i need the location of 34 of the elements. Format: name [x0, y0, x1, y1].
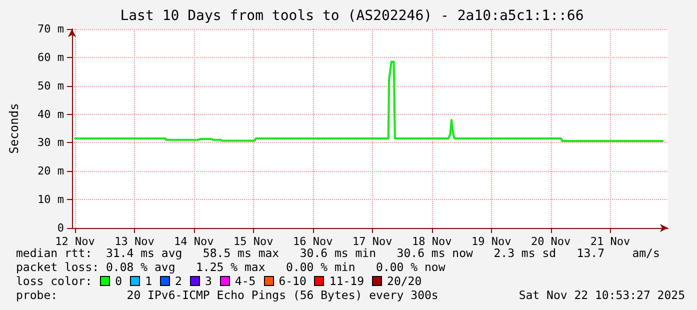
y-tick-label: 70 m [38, 22, 64, 36]
text: 0 [115, 274, 122, 288]
y-tick-label: 60 m [38, 50, 64, 64]
y-tick-label: 20 m [38, 164, 64, 178]
text: 4-5 [234, 274, 256, 288]
y-axis-title: Seconds [7, 103, 21, 154]
x-tick-label: 15 Nov [234, 235, 274, 248]
text: loss color: [16, 274, 92, 288]
x-tick-label: 14 Nov [174, 235, 214, 248]
text: 2 [175, 274, 182, 288]
text: 6-10 [278, 274, 306, 288]
text: 20/20 [387, 274, 422, 288]
chart-title: Last 10 Days from tools to (AS202246) - 2a10:a5c1:1::66 [120, 8, 584, 24]
text: 1 [145, 274, 152, 288]
x-tick-label: 19 Nov [471, 235, 512, 248]
y-tick-label: 30 m [38, 136, 64, 150]
text: 3 [204, 274, 212, 288]
x-tick-label: 18 Nov [412, 235, 452, 248]
text: 11-19 [329, 274, 364, 288]
y-tick-label: 0 [57, 222, 64, 234]
x-tick-label: 20 Nov [530, 235, 572, 248]
y-tick-label: 50 m [38, 79, 64, 92]
text: packet loss: 0.08 % avg 1.25 % max 0.00 % min 0.00 % now [16, 260, 446, 274]
text: Sat Nov 22 10:53:27 2025 [518, 288, 685, 302]
x-tick-label: 12 Nov [55, 235, 96, 248]
y-tick-label: 40 m [38, 108, 64, 121]
text: median rtt: 31.4 ms avg 58.5 ms max 30.6 ms min 30.6 ms now 2.3 ms sd 13.7 am/s [16, 246, 660, 260]
line-series [74, 60, 664, 142]
y-tick-label: 10 m [38, 193, 64, 206]
x-tick-label: 21 Nov [590, 235, 631, 248]
x-tick-label: 16 Nov [293, 235, 334, 248]
text: probe: 20 IPv6-ICMP Echo Pings (56 Bytes) every 300s [16, 288, 438, 302]
x-tick-label: 13 Nov [114, 235, 155, 248]
x-tick-label: 17 Nov [352, 235, 393, 248]
